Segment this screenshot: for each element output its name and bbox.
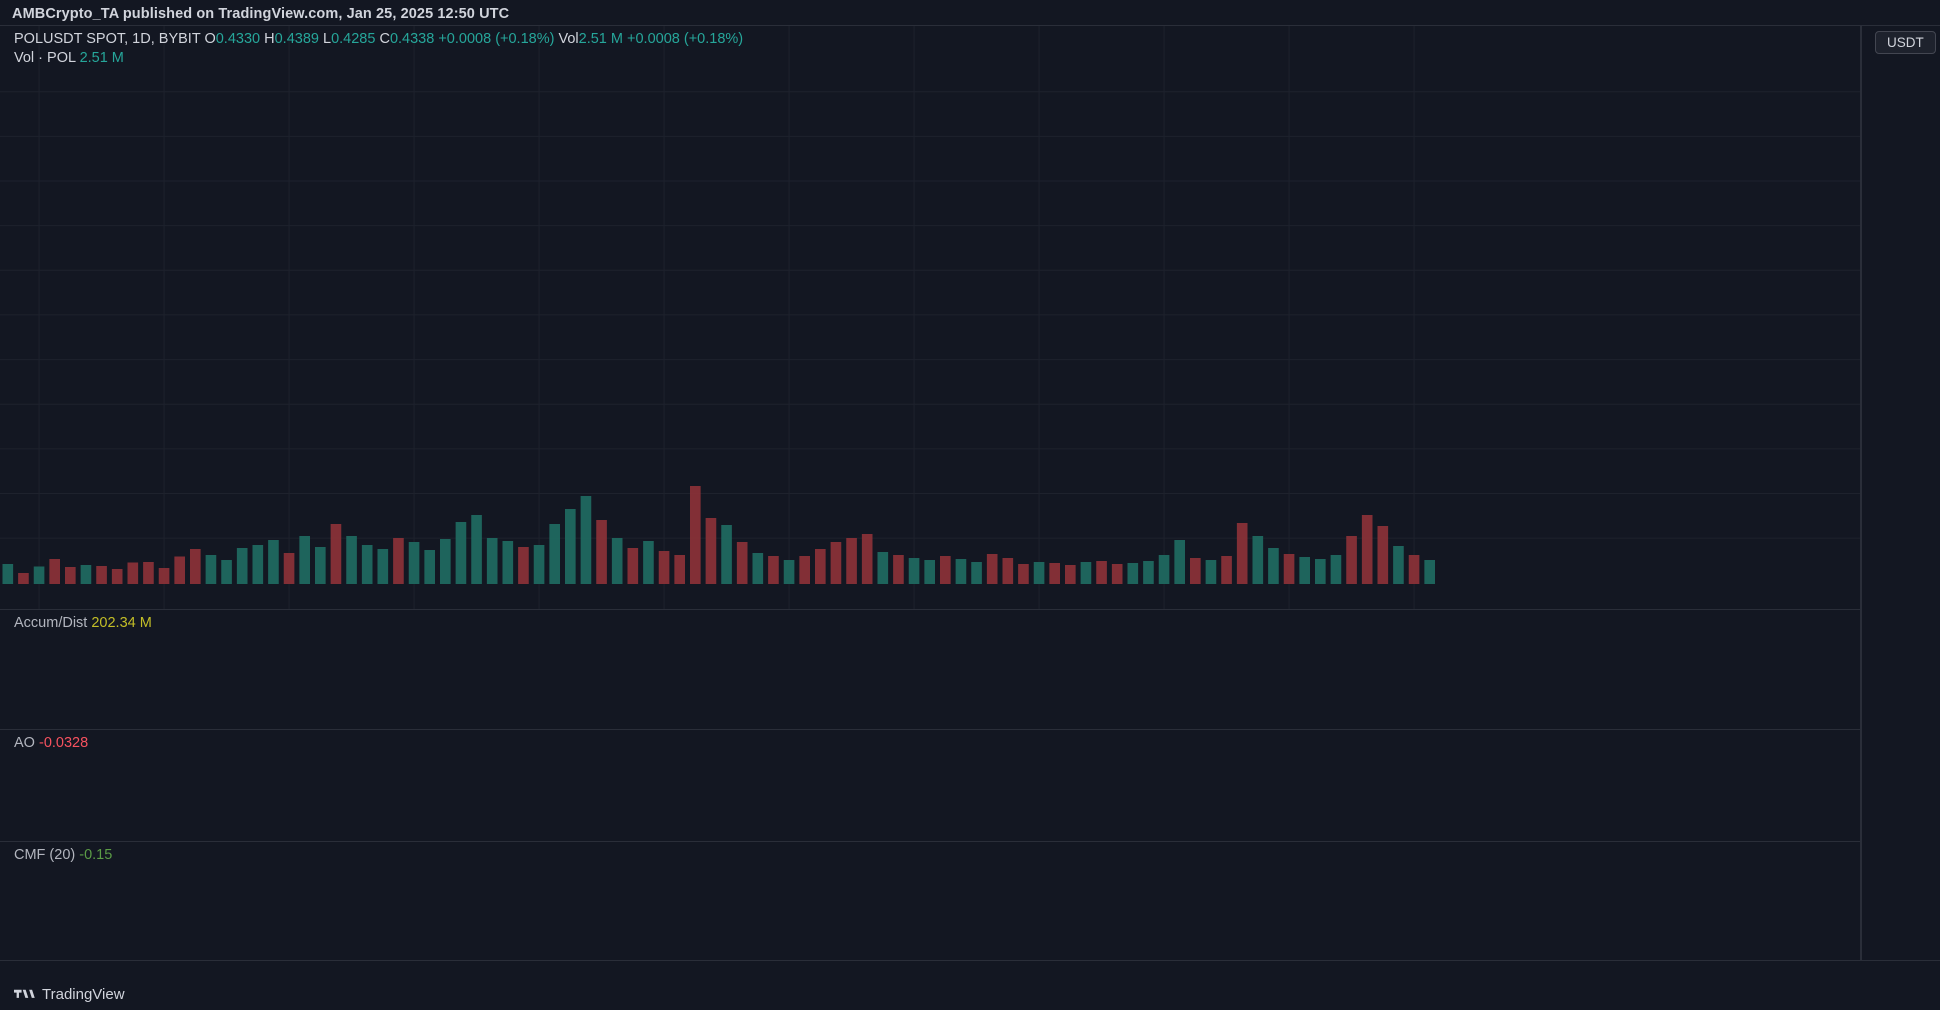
footer: TradingView (0, 986, 1940, 1010)
cmf-pane[interactable]: CMF (20) -0.15 (0, 841, 1860, 960)
price-scale[interactable]: USDT (1861, 25, 1940, 960)
cmf-svg (0, 842, 300, 960)
accum-dist-svg (0, 610, 300, 729)
awesome-oscillator-svg (0, 730, 300, 841)
price-pane[interactable]: POLUSDT SPOT, 1D, BYBIT O0.4330 H0.4389 … (0, 26, 1860, 609)
price-candlestick-svg (0, 26, 1860, 609)
awesome-oscillator-pane[interactable]: AO -0.0328 (0, 729, 1860, 841)
tradingview-logo[interactable]: TradingView (14, 986, 125, 1003)
attribution-text: AMBCrypto_TA published on TradingView.co… (12, 6, 510, 22)
tradingview-logo-icon (14, 989, 35, 998)
time-scale[interactable] (0, 960, 1940, 990)
accum-dist-pane[interactable]: Accum/Dist 202.34 M (0, 609, 1860, 729)
tradingview-brand-text: TradingView (42, 986, 125, 1003)
currency-unit-chip[interactable]: USDT (1875, 31, 1936, 54)
chart-pane-area[interactable]: POLUSDT SPOT, 1D, BYBIT O0.4330 H0.4389 … (0, 25, 1861, 960)
